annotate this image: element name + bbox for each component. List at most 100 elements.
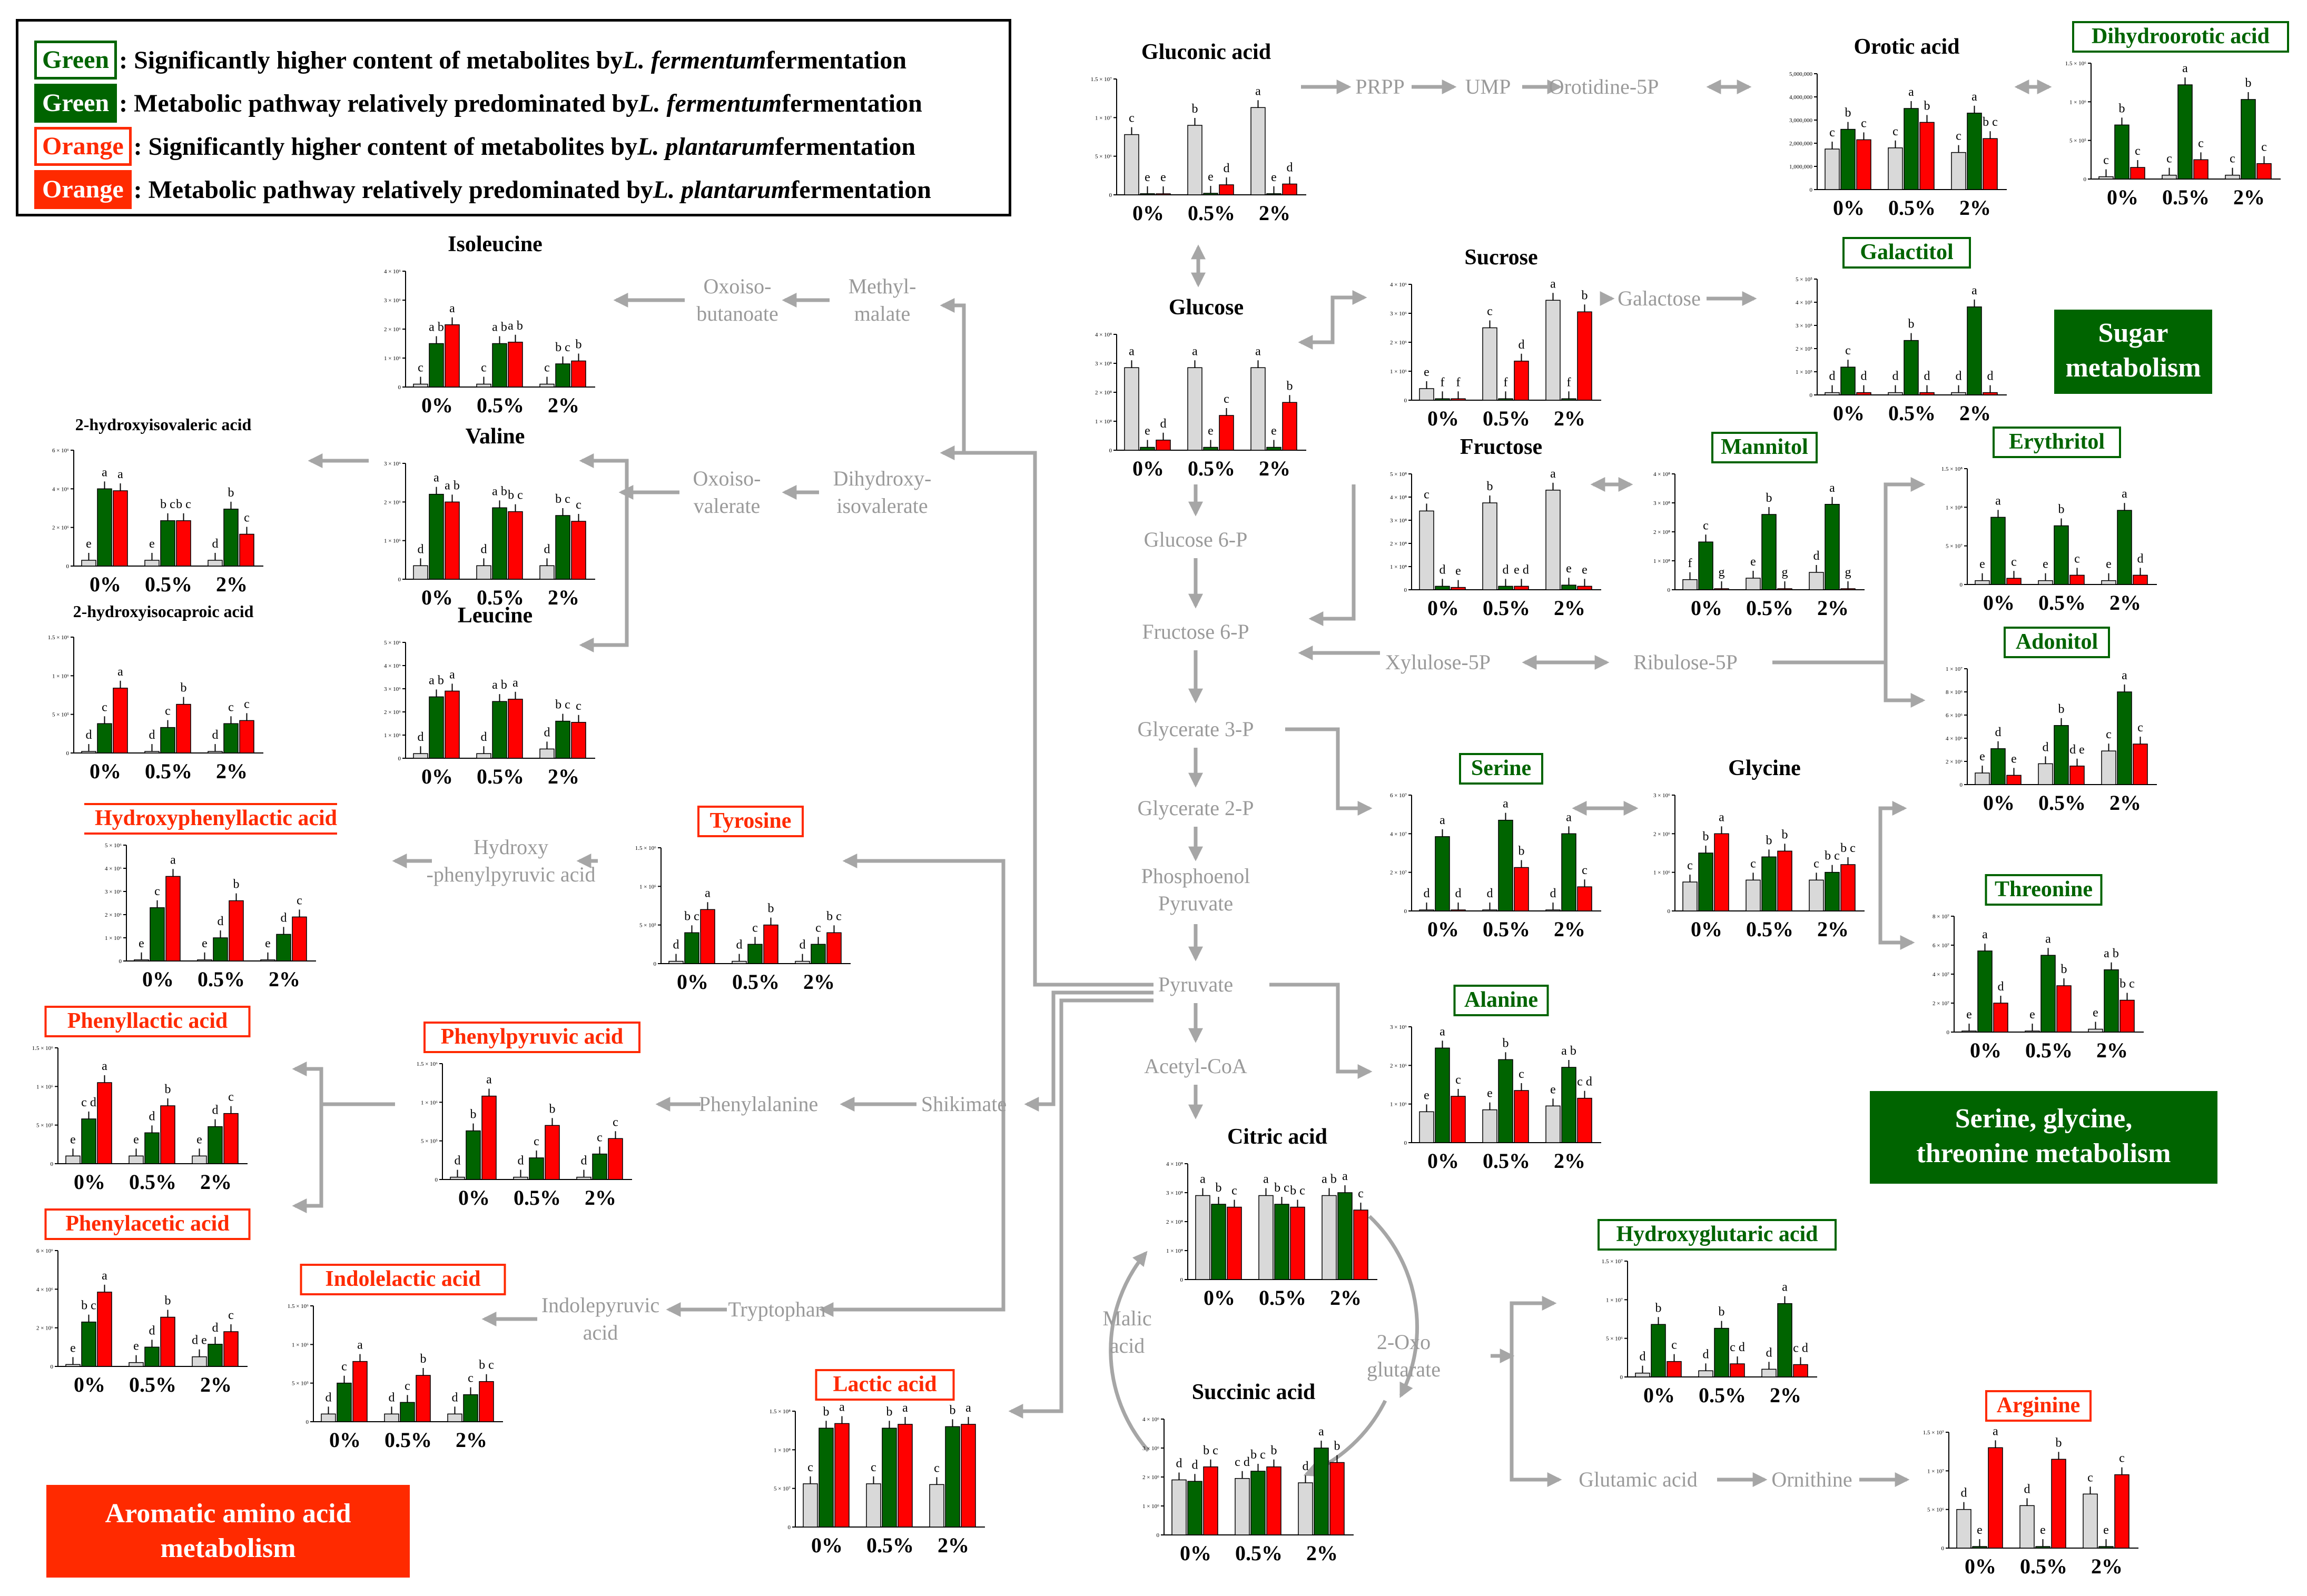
bar-control-2% [260,959,275,961]
bar-plantarum-0.5% [763,924,778,964]
x-tick-label: 0% [1983,591,2015,614]
significance-letter: b c [684,909,699,923]
significance-letter: c [2198,136,2204,150]
chart-hydroxyisocaproic-svg: 2-hydroxyisocaproic acid 1.5 × 10⁶ 1 × 10⁶… [48,602,263,783]
significance-letter: b c [176,498,191,511]
bar-control-0% [1419,1111,1434,1143]
significance-letter: b [1782,828,1788,841]
x-tick-label: 0% [74,1170,105,1194]
bar-control-2% [1545,909,1561,911]
significance-letter: d [1987,370,1994,383]
bar-fermentum-2% [1314,1448,1329,1535]
significance-letter: e [1208,424,1214,438]
y-tick-label: 3 × 10⁶ [1142,1445,1159,1452]
bar-plantarum-0% [1856,392,1871,395]
bar-fermentum-0% [1211,1204,1226,1280]
significance-letter: a b [508,319,523,333]
x-tick-label: 2% [2109,791,2141,815]
bar-plantarum-0% [481,1095,497,1180]
bar-control-0% [1956,1509,1971,1549]
significance-letter: b [233,878,240,891]
chart-title-box [2072,21,2289,53]
x-tick-label: 0% [1691,596,1722,620]
bar-plantarum-0% [445,690,460,759]
x-tick-label: 2% [2096,1038,2128,1062]
significance-letter: d [212,728,219,742]
significance-letter: d [212,537,219,551]
y-tick-label: 1 × 10⁸ [1095,419,1112,425]
x-tick-label: 0.5% [2025,1038,2073,1062]
x-tick-label: 2% [585,1186,616,1210]
significance-letter: b c [555,341,570,354]
chart-title-box [1985,1390,2092,1422]
significance-letter: d [452,1391,458,1404]
legend-text-1b: fermentation [766,46,907,74]
x-tick-label: 2% [1959,196,1991,220]
chart-title: 2-hydroxyisocaproic acid [73,602,254,621]
significance-letter: e [70,1341,76,1355]
chart-tyrosine-svg: Tyrosine 1.5 × 10⁶ 1 × 10⁶ 5 × 10⁵ 0 d b c a 0% d… [635,806,851,994]
significance-letter: d [1961,1486,1967,1500]
bar-fermentum-2% [2117,691,2132,785]
significance-letter: d [1455,887,1462,900]
significance-letter: d [389,1391,395,1404]
y-tick-label: 4 × 10⁶ [384,269,401,275]
significance-letter: c [1687,859,1693,873]
bar-fermentum-0.5% [1498,1059,1513,1143]
significance-letter: c [1829,126,1835,140]
chart-title: Galactitol [1860,240,1953,264]
y-tick-label: 2 × 10⁶ [1142,1474,1159,1481]
bar-control-0% [134,959,149,961]
bar-plantarum-2% [1577,1097,1592,1143]
bar-fermentum-0% [1990,748,2006,785]
x-tick-label: 2% [456,1428,487,1452]
y-tick-label: 0 [1404,398,1407,404]
significance-letter: e [1487,1087,1493,1101]
bar-control-0.5% [1888,147,1903,190]
bar-fermentum-0.5% [1761,514,1777,590]
chart-dihydroorotic: Dihydroorotic acid 1.5 × 10⁶ 1 × 10⁶ 5 × 10… [2049,21,2302,224]
significance-letter: a [839,1400,845,1414]
bar-fermentum-2% [208,1126,223,1164]
bar-plantarum-0.5% [1919,122,1935,190]
significance-letter: b c [160,498,175,511]
bar-control-0% [1171,1479,1187,1535]
bar-plantarum-0% [1451,1096,1466,1143]
significance-letter: c [1892,125,1898,138]
significance-letter: c [481,361,487,375]
bar-plantarum-2% [1577,886,1592,911]
significance-letter: e [1979,750,1985,764]
significance-letter: b c [826,909,842,923]
bar-plantarum-0.5% [2051,1459,2066,1549]
chart-phenylpyruvic: Phenylpyruvic acid 1.5 × 10⁶ 1 × 10⁶ 5 × 10… [400,1022,653,1224]
significance-letter: e [1977,1523,1983,1537]
significance-letter: a [1993,1424,1998,1438]
bar-plantarum-2% [1577,311,1592,401]
significance-letter: c [544,361,550,375]
significance-letter: c [297,894,302,907]
significance-letter: d [581,1154,587,1168]
bar-fermentum-0% [1435,836,1450,911]
bar-plantarum-0% [165,876,181,961]
significance-letter: a [1440,814,1445,827]
significance-letter: e [149,537,155,551]
y-tick-label: 3 × 10⁸ [1095,361,1112,367]
x-tick-label: 0.5% [1746,596,1793,620]
chart-hydroxyglutaric-svg: Hydroxyglutaric acid 1.5 × 10⁷ 1 × 10⁷ 5 × … [1598,1219,1837,1407]
significance-letter: b c [1203,1444,1218,1458]
bar-fermentum-0% [1840,366,1856,395]
bar-fermentum-0.5% [747,944,763,964]
x-tick-label: 2% [548,393,579,417]
bar-control-0.5% [476,565,491,580]
x-tick-label: 0.5% [1888,196,1936,220]
arrow-ribulose-adonitol [1884,662,1926,708]
x-tick-label: 2% [1554,917,1585,941]
significance-letter: b [470,1108,477,1122]
x-tick-label: 0% [1427,596,1459,620]
chart-title: Indolelactic acid [325,1267,480,1291]
significance-letter: a [705,886,711,900]
x-tick-label: 0.5% [477,765,524,788]
bar-fermentum-0% [1651,1324,1666,1377]
bar-plantarum-0% [1714,588,1729,590]
y-tick-label: 5 × 10⁷ [774,1486,791,1492]
